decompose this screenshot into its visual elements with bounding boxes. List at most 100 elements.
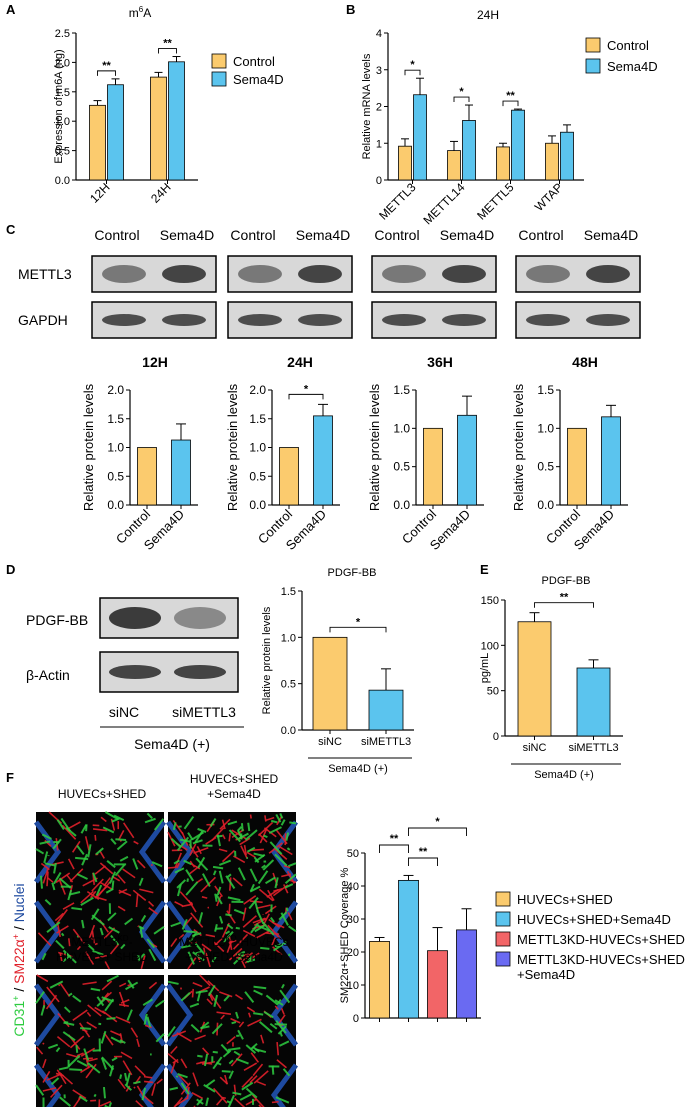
vessel-red (189, 866, 200, 875)
panel-letter-b: B (346, 2, 355, 17)
vessel-red (86, 1011, 92, 1017)
vessel-green (244, 991, 255, 1003)
chart-B: 0 1 2 3 4 Relative mRNA levels 24H METTL3 * METTL… (361, 8, 658, 227)
blot-band (102, 314, 146, 326)
vessel-green (250, 923, 259, 934)
charts: 0.0 0.5 1.0 1.5 2.0 2.5 Expression of m6A (ng)… (53, 5, 685, 1025)
y-tick-label: 1.5 (393, 383, 410, 397)
bar (567, 427, 587, 506)
vessel-red (253, 917, 267, 927)
vessel-green (167, 1026, 176, 1037)
vessel-green (106, 860, 116, 869)
bar (313, 415, 333, 506)
vessel-red (148, 907, 158, 915)
micrograph-label: +Sema4D (207, 787, 261, 801)
vessel-green (197, 1054, 203, 1058)
vessel-red (245, 1098, 258, 1106)
vessel-green (44, 862, 56, 867)
blot-band (109, 665, 161, 679)
vessel-red (144, 1080, 154, 1084)
vessel-red (156, 1078, 163, 1085)
legend-swatch (585, 58, 601, 74)
vessel-green (119, 855, 129, 862)
vessel-green (192, 951, 205, 962)
blot-band (298, 265, 342, 283)
vessel-green (44, 899, 52, 906)
y-axis-label: Relative protein levels (225, 383, 240, 511)
vessel-red (118, 888, 128, 894)
y-tick-label: 0 (493, 731, 499, 743)
vessel-red (94, 865, 106, 875)
vessel-green (231, 1021, 237, 1025)
vessel-green (80, 1027, 92, 1030)
vessel-green (232, 1091, 242, 1096)
y-tick-label: 100 (481, 640, 499, 652)
vessel-green (274, 853, 288, 867)
bar (456, 929, 477, 1019)
bar (545, 142, 559, 181)
vessel-red (246, 1006, 256, 1013)
vessel-red (95, 896, 107, 902)
vessel-green (76, 845, 85, 855)
vessel-red (228, 947, 243, 961)
chart-title: 24H (477, 8, 499, 22)
vessel-green (62, 1031, 76, 1042)
vessel-green (102, 826, 115, 834)
vessel-green (227, 1094, 235, 1107)
chart-title: PDGF-BB (542, 575, 591, 587)
y-tick-label: 1.5 (249, 412, 266, 426)
vessel-green (39, 840, 51, 845)
vessel-red (144, 1024, 152, 1029)
vessel-green (214, 924, 218, 932)
vessel-green (116, 840, 128, 851)
vessel-red (139, 888, 154, 894)
vessel-red (94, 942, 98, 946)
vessel-green (110, 838, 117, 845)
vessel-red (242, 929, 256, 938)
panel-letter-a: A (6, 2, 16, 17)
vessel-green (216, 886, 222, 896)
vessel-red (170, 938, 178, 948)
vessel-green (274, 944, 281, 948)
vessel-red (101, 1010, 118, 1023)
vessel-green (287, 862, 297, 868)
vessel-red (119, 1003, 129, 1007)
vessel-red (47, 877, 54, 883)
vessel-red (46, 986, 60, 1003)
micrograph-chevron (33, 983, 62, 1107)
significance-bracket (534, 602, 594, 608)
stain-label-part: Nuclei (11, 883, 27, 922)
vessel-green (228, 1059, 234, 1065)
significance-label: ** (506, 90, 515, 102)
chart-E: 0 50 100 150 pg/mL PDGF-BB siNC siMETTL3 ** Sema4… (479, 575, 623, 781)
vessel-red (143, 1075, 153, 1079)
vessel-green (284, 873, 297, 884)
y-tick-label: 2.0 (249, 383, 266, 397)
blot-band (162, 314, 206, 326)
vessel-red (109, 943, 120, 955)
vessel-red (219, 818, 231, 830)
vessel-green (279, 813, 284, 819)
vessel-red (66, 821, 81, 830)
vessel-red (192, 981, 203, 988)
vessel-red (228, 877, 232, 891)
x-tick-label: siMETTL3 (361, 736, 411, 748)
blot-band (586, 314, 630, 326)
vessel-green (51, 882, 56, 891)
bar (511, 109, 525, 181)
legend-swatch (495, 891, 511, 907)
vessel-red (72, 1089, 87, 1100)
vessel-green (247, 822, 251, 832)
vessel-red (207, 980, 220, 992)
stain-label-part: / (11, 922, 27, 934)
vessel-red (104, 961, 110, 970)
vessel-green (205, 1097, 209, 1107)
significance-bracket (408, 857, 438, 866)
vessel-red (173, 1097, 183, 1107)
blot-row-label: β-Actin (26, 667, 70, 683)
vessel-red (46, 1073, 63, 1081)
legend-swatch (495, 931, 511, 947)
vessel-green (228, 829, 241, 843)
vessel-red (133, 1086, 136, 1089)
vessel-green (253, 985, 267, 990)
